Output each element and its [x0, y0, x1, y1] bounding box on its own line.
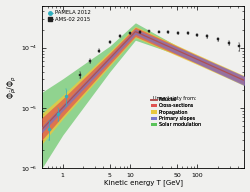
Text: Uncertainty from:: Uncertainty from:	[152, 96, 196, 101]
Legend: Fiducial, Cross-sections, Propagation, Primary slopes, Solar modulation: Fiducial, Cross-sections, Propagation, P…	[150, 97, 202, 128]
X-axis label: Kinetic energy T [GeV]: Kinetic energy T [GeV]	[104, 180, 183, 186]
Y-axis label: $\Phi_{\bar{p}}/\Phi_p$: $\Phi_{\bar{p}}/\Phi_p$	[6, 75, 19, 99]
